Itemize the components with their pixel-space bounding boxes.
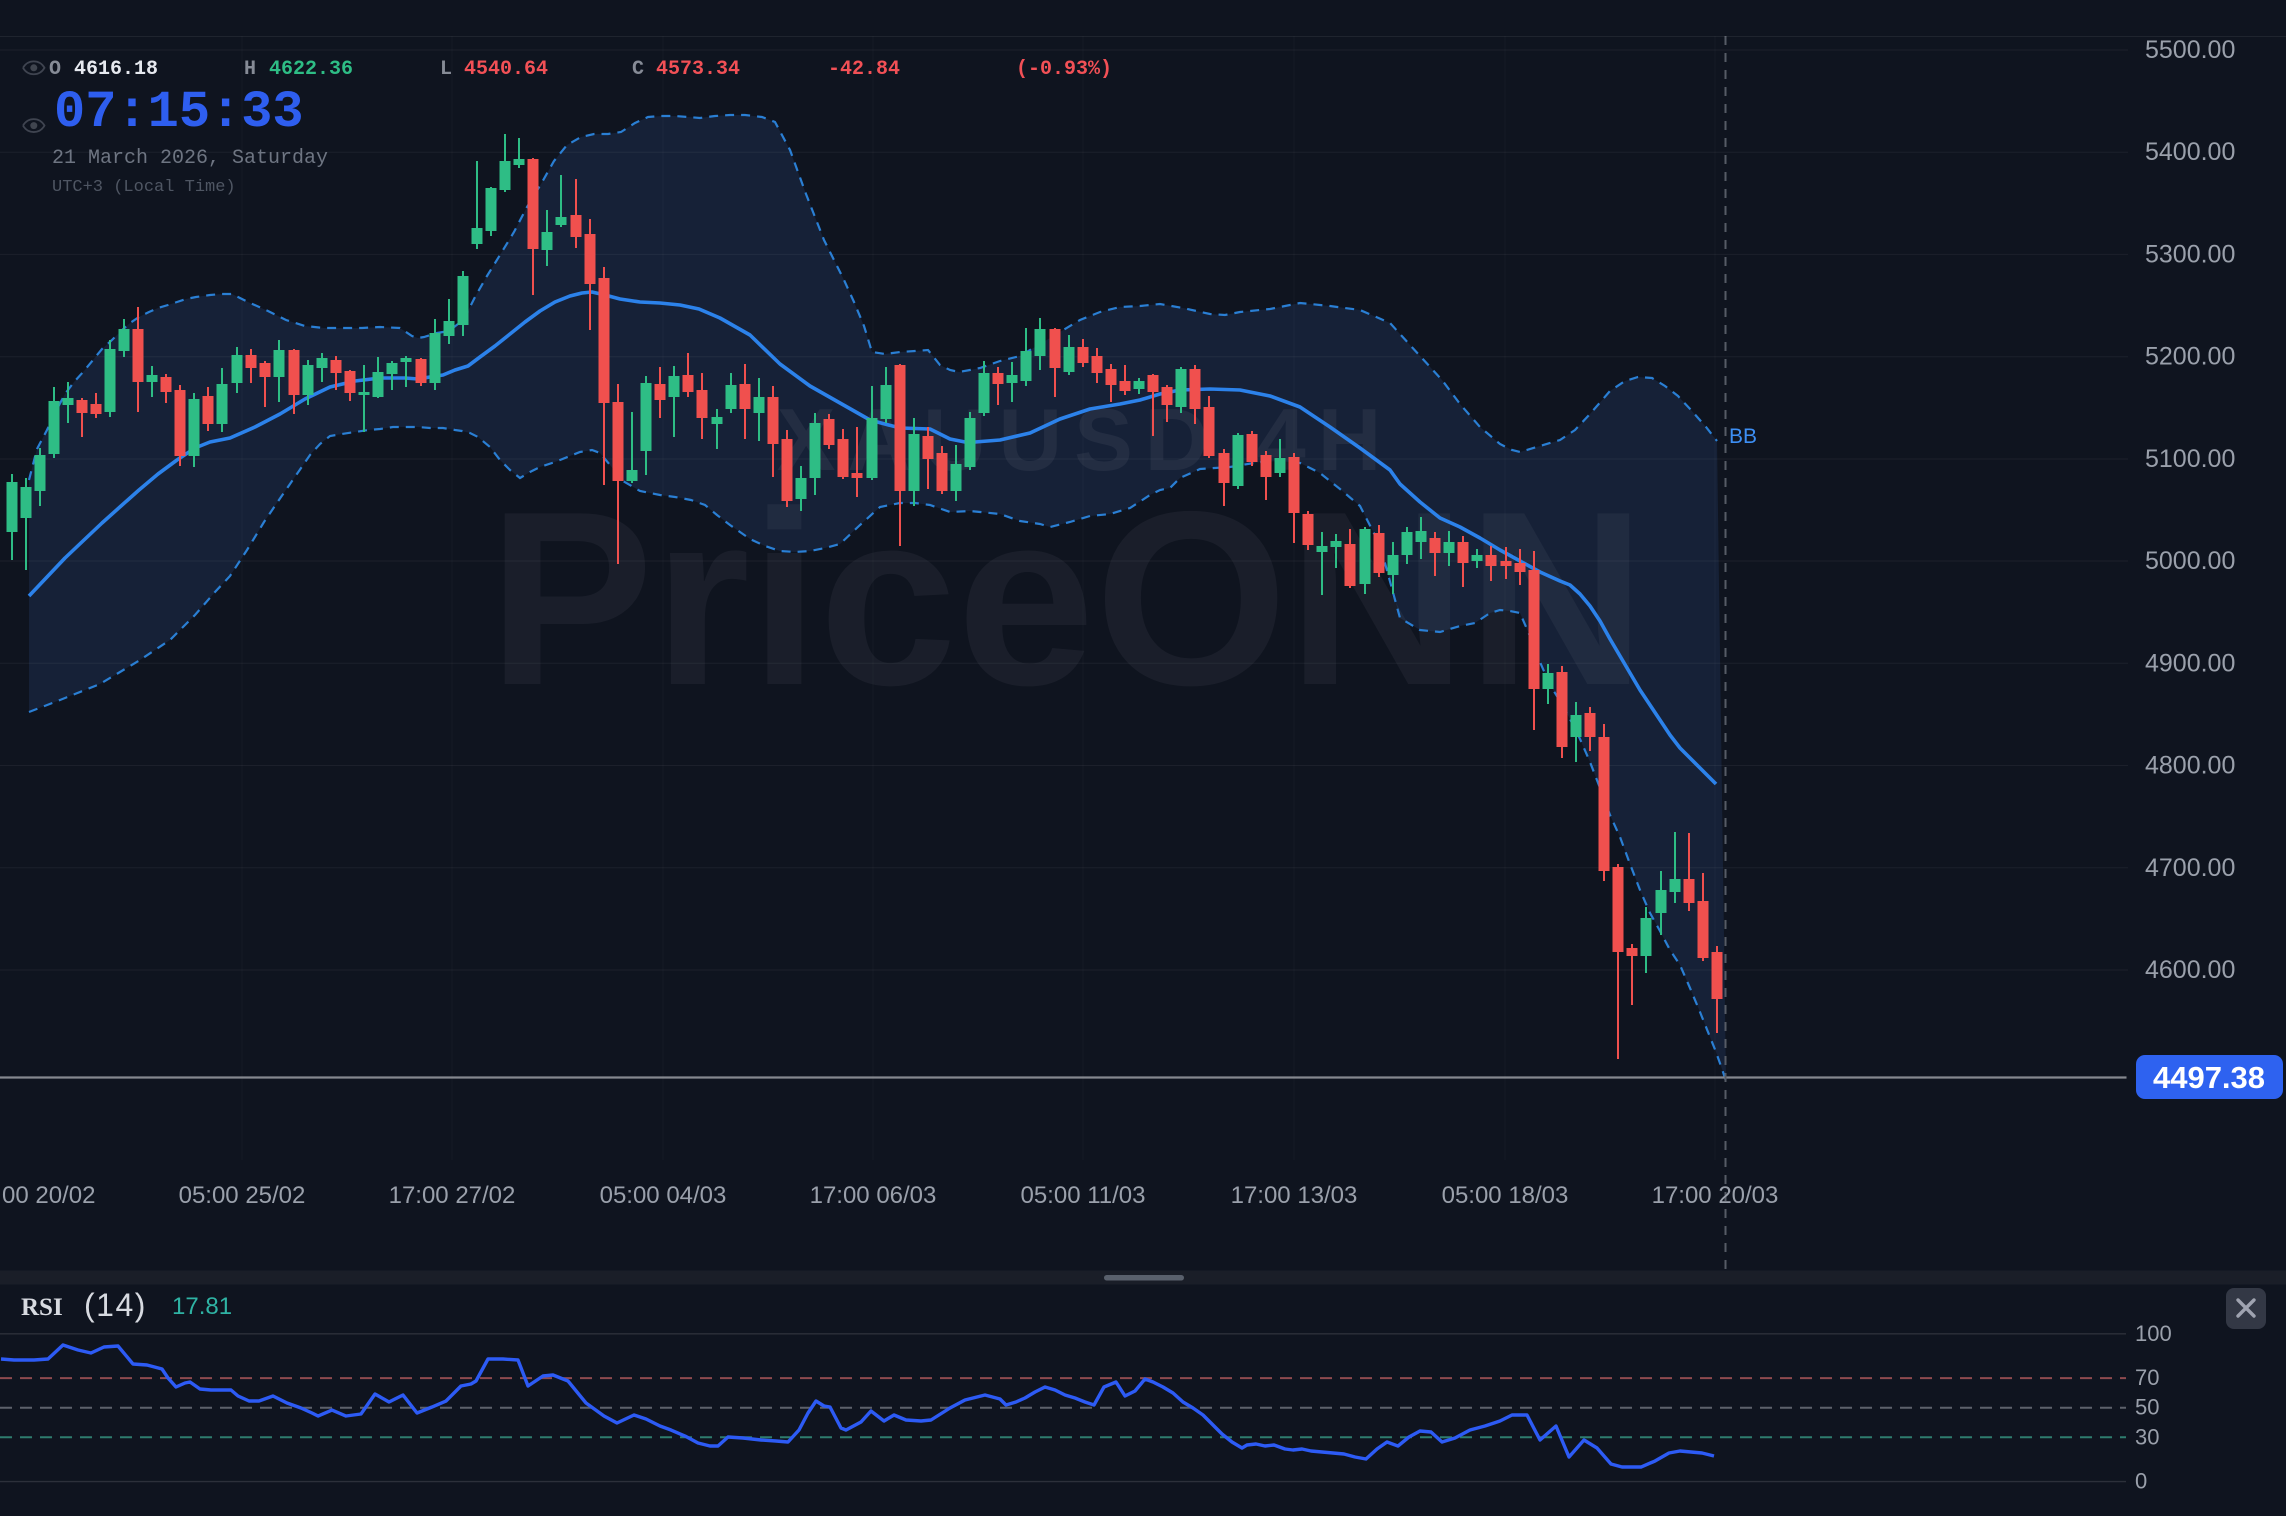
svg-text:4573.34: 4573.34 — [656, 58, 740, 81]
svg-text:5300.00: 5300.00 — [2145, 240, 2235, 268]
svg-text:05:00 25/02: 05:00 25/02 — [179, 1182, 306, 1209]
svg-text:5000.00: 5000.00 — [2145, 547, 2235, 575]
svg-text:4540.64: 4540.64 — [464, 58, 548, 81]
svg-text:L: L — [440, 58, 452, 81]
svg-text:UTC+3 (Local Time): UTC+3 (Local Time) — [52, 178, 236, 197]
svg-text:4900.00: 4900.00 — [2145, 649, 2235, 677]
svg-text:17:00 27/02: 17:00 27/02 — [389, 1182, 516, 1209]
svg-text:07:15:33: 07:15:33 — [54, 83, 304, 142]
svg-text:4497.38: 4497.38 — [2153, 1060, 2265, 1095]
svg-text:4800.00: 4800.00 — [2145, 752, 2235, 780]
svg-text:5500.00: 5500.00 — [2145, 36, 2235, 64]
svg-text:17:00 06/03: 17:00 06/03 — [810, 1182, 937, 1209]
svg-text:100: 100 — [2135, 1321, 2172, 1346]
svg-text:O: O — [49, 58, 61, 81]
svg-text:0: 0 — [2135, 1469, 2147, 1494]
svg-text:30: 30 — [2135, 1424, 2159, 1449]
svg-text:17:00 13/03: 17:00 13/03 — [1231, 1182, 1358, 1209]
svg-text:PriceONN: PriceONN — [488, 459, 1646, 737]
svg-text:50: 50 — [2135, 1395, 2159, 1420]
svg-text:RSI: RSI — [21, 1294, 63, 1321]
svg-text:-42.84: -42.84 — [828, 58, 900, 81]
svg-text:70: 70 — [2135, 1365, 2159, 1390]
svg-text:00 20/02: 00 20/02 — [2, 1182, 95, 1209]
svg-text:BB: BB — [1729, 425, 1757, 448]
svg-text:4616.18: 4616.18 — [74, 58, 158, 81]
svg-text:C: C — [632, 58, 644, 81]
svg-text:(-0.93%): (-0.93%) — [1016, 58, 1112, 81]
svg-text:4622.36: 4622.36 — [269, 58, 353, 81]
svg-text:5400.00: 5400.00 — [2145, 138, 2235, 166]
svg-text:4700.00: 4700.00 — [2145, 854, 2235, 882]
svg-text:17.81: 17.81 — [172, 1293, 232, 1320]
svg-text:4600.00: 4600.00 — [2145, 956, 2235, 984]
svg-text:21 March 2026, Saturday: 21 March 2026, Saturday — [52, 147, 328, 170]
svg-text:17:00 20/03: 17:00 20/03 — [1652, 1182, 1779, 1209]
svg-text:05:00 11/03: 05:00 11/03 — [1020, 1182, 1145, 1209]
svg-text:5200.00: 5200.00 — [2145, 343, 2235, 371]
svg-text:(14): (14) — [84, 1287, 147, 1323]
svg-text:H: H — [244, 58, 256, 81]
svg-text:5100.00: 5100.00 — [2145, 445, 2235, 473]
svg-text:05:00 18/03: 05:00 18/03 — [1442, 1182, 1569, 1209]
svg-text:05:00 04/03: 05:00 04/03 — [600, 1182, 727, 1209]
